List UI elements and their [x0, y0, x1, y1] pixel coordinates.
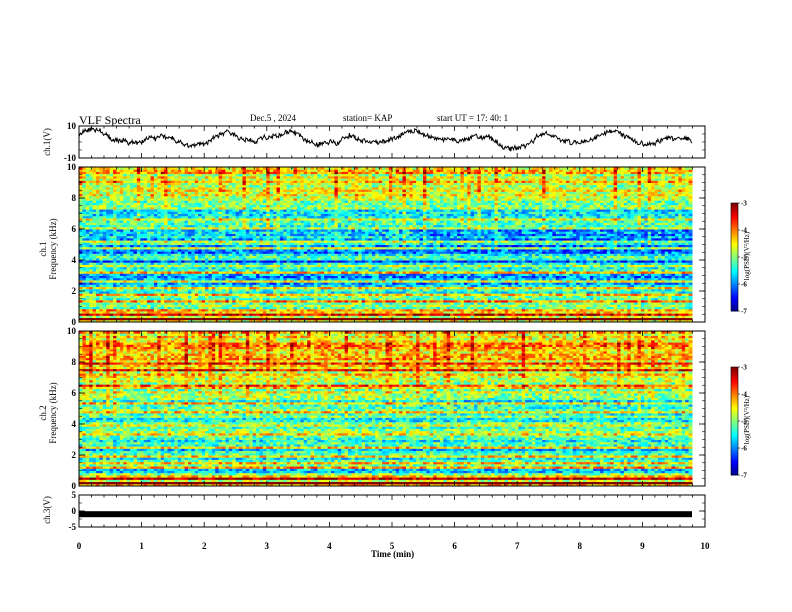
ch1-colorbar-tick-label: -5 — [741, 254, 747, 262]
ch2-colorbar-tick-label: -3 — [741, 364, 747, 372]
x-tick-label: 5 — [390, 541, 395, 551]
ch3-voltage-y-tick-label: 0 — [72, 506, 77, 516]
ch2-freq-y-tick-label: 8 — [72, 357, 77, 367]
x-tick-label: 9 — [640, 541, 645, 551]
ch2-freq-y-tick-label: 0 — [72, 481, 77, 491]
date-label: Dec.5 , 2024 — [250, 113, 296, 123]
figure-title: VLF Spectra — [79, 113, 141, 128]
ch1-freq-y-tick-label: 8 — [72, 193, 77, 203]
ch1-voltage-y-tick-label: -10 — [64, 153, 76, 163]
ch2-colorbar-tick-label: -6 — [741, 445, 747, 453]
ch3-voltage-line — [79, 511, 692, 518]
time-axis-label: Time (min) — [371, 549, 414, 559]
ch1-spectrogram-cells — [79, 167, 693, 323]
ch1-colorbar-tick-label: -6 — [741, 281, 747, 289]
ch2-spectrogram-cells — [79, 331, 693, 487]
ch2-colorbar-tick-label: -4 — [741, 391, 747, 399]
x-tick-label: 3 — [265, 541, 270, 551]
ch1-voltage-y-tick-label: 10 — [67, 121, 77, 131]
x-tick-label: 6 — [452, 541, 457, 551]
x-tick-label: 2 — [202, 541, 207, 551]
x-tick-label: 4 — [327, 541, 332, 551]
ch2-colorbar — [731, 367, 738, 476]
x-tick-label: 8 — [578, 541, 583, 551]
ch1-colorbar-tick-label: -4 — [741, 227, 747, 235]
ch2-colorbar-tick-label: -5 — [741, 418, 747, 426]
ch1-freq-y-tick-label: 2 — [72, 286, 77, 296]
ch1-freq-y-tick-label: 0 — [72, 317, 77, 327]
ch1-voltage-line — [78, 126, 693, 152]
x-tick-label: 10 — [701, 541, 711, 551]
ch2-freq-y-tick-label: 2 — [72, 450, 77, 460]
ch1-colorbar-tick-label: -7 — [741, 308, 747, 316]
ch1-freq-y-tick-label: 6 — [72, 224, 77, 234]
x-tick-label: 7 — [515, 541, 520, 551]
ch3-voltage-y-tick-label: -5 — [69, 522, 77, 532]
ch2-freq-y-tick-label: 4 — [72, 419, 77, 429]
station-label: station= KAP — [343, 113, 392, 123]
ch1-freq-y-tick-label: 10 — [67, 162, 77, 172]
ch1-colorbar-tick-label: -3 — [741, 200, 747, 208]
ch3-voltage-y-tick-label: 5 — [72, 490, 77, 500]
ch2-colorbar-tick-label: -7 — [741, 472, 747, 480]
x-tick-label: 1 — [139, 541, 144, 551]
ch1-colorbar — [731, 203, 738, 312]
x-tick-label: 0 — [77, 541, 82, 551]
ch1-freq-y-tick-label: 4 — [72, 255, 77, 265]
ch2-freq-y-tick-label: 10 — [67, 326, 77, 336]
start-ut-label: start UT = 17: 40: 1 — [437, 113, 508, 123]
ch2-freq-y-tick-label: 6 — [72, 388, 77, 398]
